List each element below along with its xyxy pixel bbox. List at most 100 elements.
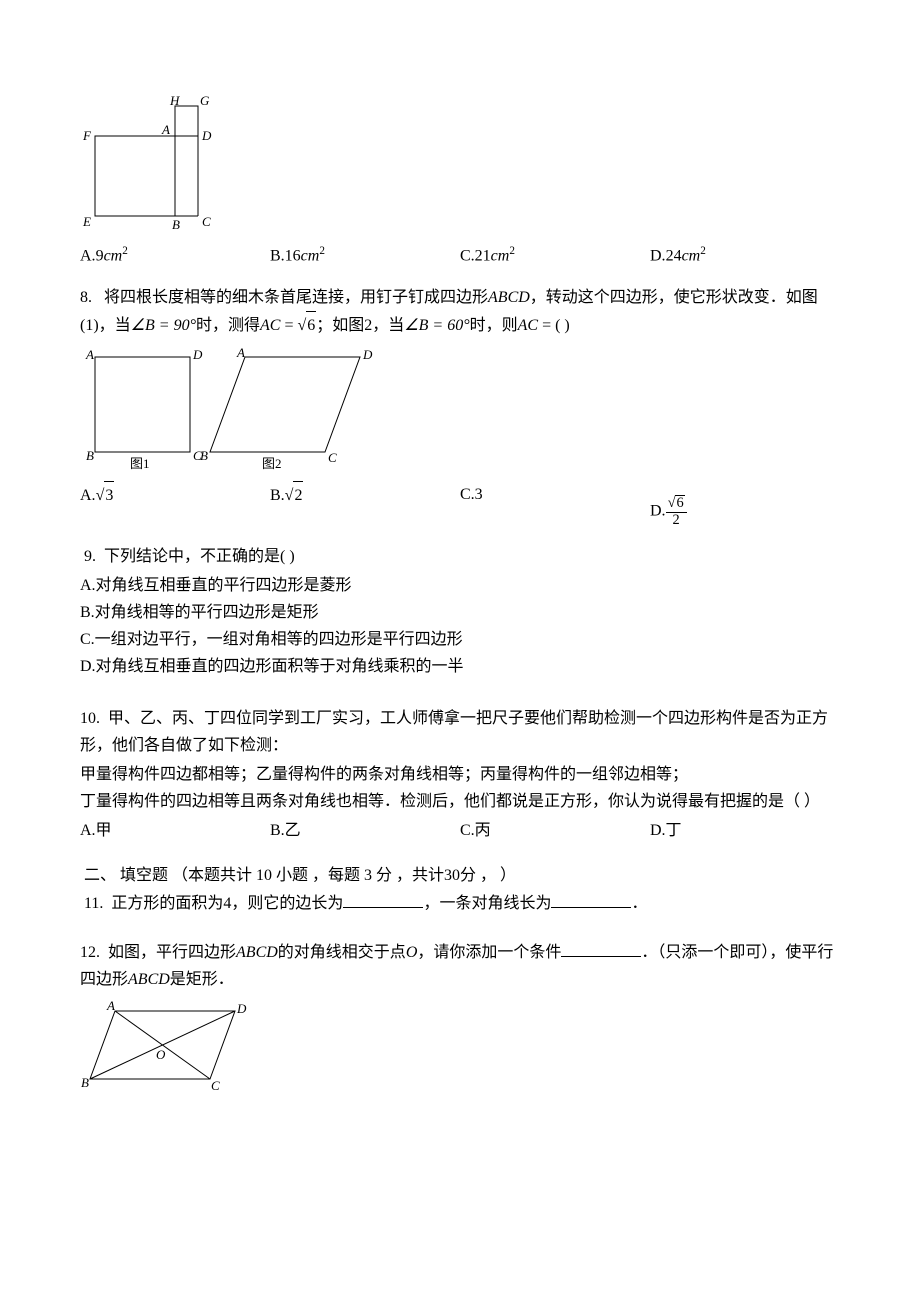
q8-angle1: ∠B = 90° (131, 317, 196, 334)
opt-sup: 2 (509, 245, 515, 257)
cap2: 图2 (262, 456, 282, 471)
opt-unit: cm (104, 247, 123, 264)
q11: 11. 正方形的面积为4，则它的边长为，一条对角线长为． (80, 890, 840, 917)
q12: 12. 如图，平行四边形ABCD的对角线相交于点O，请你添加一个条件．（只添一个… (80, 939, 840, 993)
q8-text: 时，测得 (196, 317, 260, 334)
q10-l3: 丁量得构件的四边相等且两条对角线也相等．检测后，他们都说是正方形，你认为说得最有… (80, 788, 840, 815)
q8-text: = ( ) (538, 317, 570, 334)
q12-figure: A D B C O (80, 999, 840, 1094)
label-A: A (161, 122, 170, 137)
abcd: ABCD (128, 971, 170, 988)
abcd: ABCD (236, 944, 278, 961)
label-D: D (201, 128, 212, 143)
t: ，则它的边长为 (231, 895, 343, 912)
q7-option-A: A.9cm2 (80, 242, 270, 270)
q8: 8. 将四根长度相等的细木条首尾连接，用钉子钉成四边形ABCD，转动这个四边形，… (80, 284, 840, 339)
sqrt: 2 (285, 481, 304, 509)
lbl: A (85, 347, 94, 362)
rad: 2 (293, 481, 303, 509)
opt-prefix: C. (460, 486, 475, 503)
t: 如图，平行四边形 (108, 944, 236, 961)
section2-title: 二、 填空题 （本题共计 10 小题 ，每题 3 分 ，共计30分 ， ） (80, 862, 840, 889)
t: 是矩形． (170, 971, 234, 988)
q10-option-D: D.丁 (650, 817, 840, 844)
q-num: 9. (84, 548, 96, 565)
cap1: 图1 (130, 456, 150, 471)
q8-option-D: D.62 (650, 481, 840, 529)
label-E: E (82, 214, 91, 229)
q9-C: C.一组对边平行，一组对角相等的四边形是平行四边形 (80, 626, 840, 653)
blank (551, 891, 631, 908)
opt-unit: cm (301, 247, 320, 264)
q10-l2: 甲量得构件四边都相等；乙量得构件的两条对角线相等；丙量得构件的一组邻边相等； (80, 761, 840, 788)
q8-angle2: ∠B = 60° (404, 317, 469, 334)
q8-option-C: C.3 (460, 481, 650, 508)
fraction: 62 (666, 495, 687, 529)
q8-options: A.3 B.2 C.3 D.62 (80, 481, 840, 529)
section2-title-text: 二、 填空题 （本题共计 10 小题 ，每题 3 分 ，共计30分 ， ） (84, 867, 516, 884)
q10-option-C: C.丙 (460, 817, 650, 844)
q7-option-C: C.21cm2 (460, 242, 650, 270)
opt-val: 9 (96, 247, 104, 264)
sqrt: 3 (96, 481, 115, 509)
opt-val: 3 (475, 486, 483, 503)
opt-val: 21 (475, 247, 491, 264)
q8-ac: AC (260, 317, 280, 334)
rad: 6 (675, 495, 684, 512)
q7-option-D: D.24cm2 (650, 242, 840, 270)
q8-option-A: A.3 (80, 481, 270, 509)
sqrt-rad: 6 (306, 311, 316, 339)
q9-stem: 下列结论中，不正确的是( ) (104, 548, 295, 565)
opt-val: 24 (666, 247, 682, 264)
t: ，请你添加一个条件 (417, 944, 561, 961)
opt-prefix: B. (270, 247, 285, 264)
lbl: B (81, 1075, 89, 1090)
den: 2 (666, 513, 687, 529)
q8-eq: = (280, 317, 297, 334)
q10-options: A.甲 B.乙 C.丙 D.丁 (80, 817, 840, 844)
opt-unit: cm (682, 247, 701, 264)
label-B: B (172, 217, 180, 232)
t: 正方形的面积为 (111, 895, 223, 912)
label-H: H (169, 96, 180, 108)
lbl: A (106, 999, 115, 1013)
q10: 10. 甲、乙、丙、丁四位同学到工厂实习，工人师傅拿一把尺子要他们帮助检测一个四… (80, 705, 840, 759)
t: ，一条对角线长为 (423, 895, 551, 912)
t: ． (631, 895, 647, 912)
label-G: G (200, 96, 210, 108)
q-num: 8. (80, 289, 92, 306)
label-C: C (202, 214, 211, 229)
q9-A: A.对角线互相垂直的平行四边形是菱形 (80, 572, 840, 599)
q8-text: 时，则 (470, 317, 518, 334)
opt-val: 16 (285, 247, 301, 264)
q8-figure: A D B C A D B C 图1 图2 (80, 345, 840, 475)
q-num: 12. (80, 944, 100, 961)
o: O (406, 944, 418, 961)
opt-sup: 2 (122, 245, 128, 257)
q8-ac2: AC (518, 317, 538, 334)
q8-text: 将四根长度相等的细木条首尾连接，用钉子钉成四边形 (104, 289, 488, 306)
opt-prefix: D. (650, 502, 666, 519)
lbl: B (86, 448, 94, 463)
q8-abcd: ABCD (488, 289, 530, 306)
q7-option-B: B.16cm2 (270, 242, 460, 270)
opt-prefix: C. (460, 247, 475, 264)
q-num: 10. (80, 710, 100, 727)
label-F: F (82, 128, 92, 143)
q10-stem: 甲、乙、丙、丁四位同学到工厂实习，工人师傅拿一把尺子要他们帮助检测一个四边形构件… (80, 710, 828, 754)
q9-B: B.对角线相等的平行四边形是矩形 (80, 599, 840, 626)
lbl: D (192, 347, 203, 362)
lbl: A (236, 345, 245, 360)
lbl: O (156, 1047, 166, 1062)
opt-sup: 2 (319, 245, 325, 257)
q10-option-B: B.乙 (270, 817, 460, 844)
q8-option-B: B.2 (270, 481, 460, 509)
blank (343, 891, 423, 908)
q8-sqrt6: 6 (297, 311, 316, 339)
q9-D: D.对角线互相垂直的四边形面积等于对角线乘积的一半 (80, 653, 840, 680)
opt-unit: cm (491, 247, 510, 264)
blank (561, 940, 641, 957)
q7-options: A.9cm2 B.16cm2 C.21cm2 D.24cm2 (80, 242, 840, 270)
opt-prefix: A. (80, 247, 96, 264)
opt-prefix: D. (650, 247, 666, 264)
